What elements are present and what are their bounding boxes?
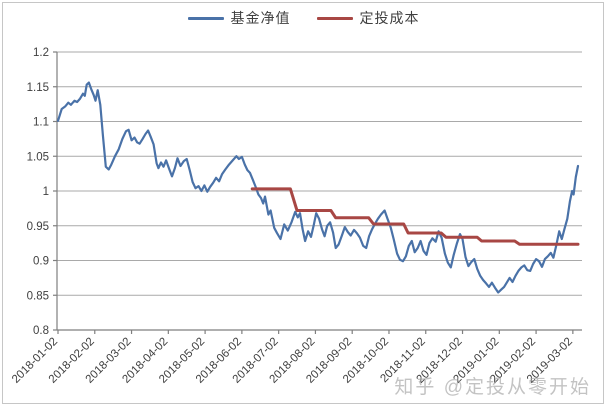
legend-line-swatch-dca-cost — [316, 16, 353, 20]
svg-text:0.85: 0.85 — [27, 290, 49, 302]
chart-legend: 基金净值 定投成本 — [0, 8, 607, 28]
svg-text:1.2: 1.2 — [33, 47, 49, 59]
legend-item-fund-nav: 基金净值 — [187, 8, 291, 28]
svg-text:0.9: 0.9 — [33, 256, 49, 268]
watermark: 知乎 @定投从零开始 — [394, 377, 591, 398]
legend-label-fund-nav: 基金净值 — [230, 10, 291, 26]
svg-text:0.8: 0.8 — [33, 325, 49, 337]
legend-label-dca-cost: 定投成本 — [359, 10, 420, 26]
svg-text:0.95: 0.95 — [27, 221, 49, 233]
svg-text:1.05: 1.05 — [27, 151, 49, 163]
legend-line-swatch-fund-nav — [187, 16, 224, 20]
chart-frame — [2, 2, 604, 404]
svg-text:1.1: 1.1 — [33, 117, 49, 129]
legend-item-dca-cost: 定投成本 — [316, 8, 420, 28]
svg-text:1: 1 — [43, 186, 49, 198]
svg-text:1.15: 1.15 — [27, 82, 49, 94]
